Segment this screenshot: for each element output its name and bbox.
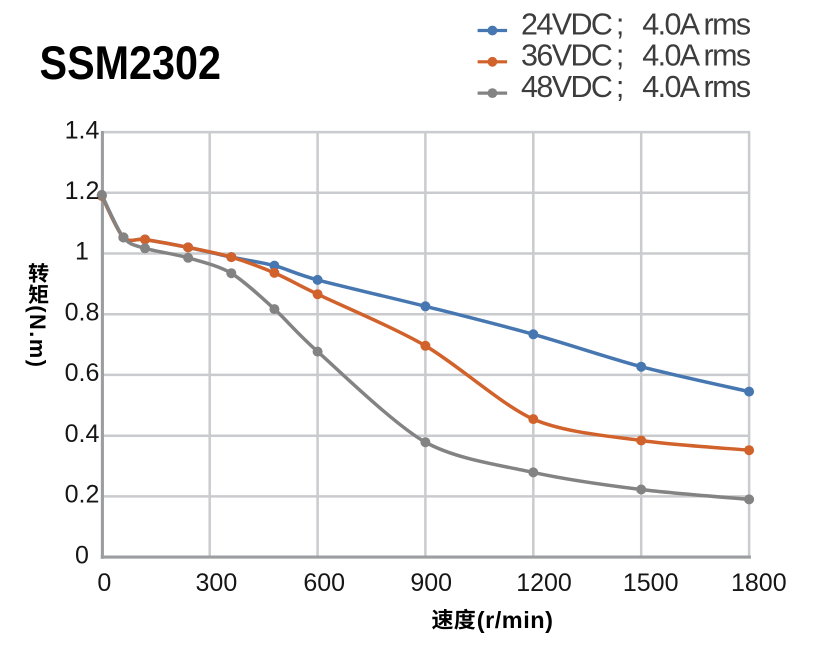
- svg-text:1500: 1500: [623, 569, 679, 597]
- svg-text:1.2: 1.2: [65, 177, 100, 205]
- svg-text:1800: 1800: [731, 569, 787, 597]
- svg-text:0.2: 0.2: [65, 481, 100, 509]
- svg-text:(r/min): (r/min): [477, 607, 554, 633]
- svg-text:900: 900: [410, 569, 452, 597]
- svg-text:0.6: 0.6: [65, 359, 100, 387]
- svg-text:1200: 1200: [516, 569, 572, 597]
- svg-text:0.8: 0.8: [65, 298, 100, 326]
- svg-text:0.4: 0.4: [65, 420, 100, 448]
- svg-text:(N.m): (N.m): [25, 305, 50, 368]
- svg-text:300: 300: [196, 569, 238, 597]
- svg-text:1: 1: [75, 238, 89, 266]
- svg-text:600: 600: [303, 569, 345, 597]
- svg-text:0: 0: [97, 569, 111, 597]
- svg-text:SSM2302: SSM2302: [40, 37, 222, 90]
- svg-text:0: 0: [75, 541, 89, 569]
- svg-text:1.4: 1.4: [65, 116, 100, 144]
